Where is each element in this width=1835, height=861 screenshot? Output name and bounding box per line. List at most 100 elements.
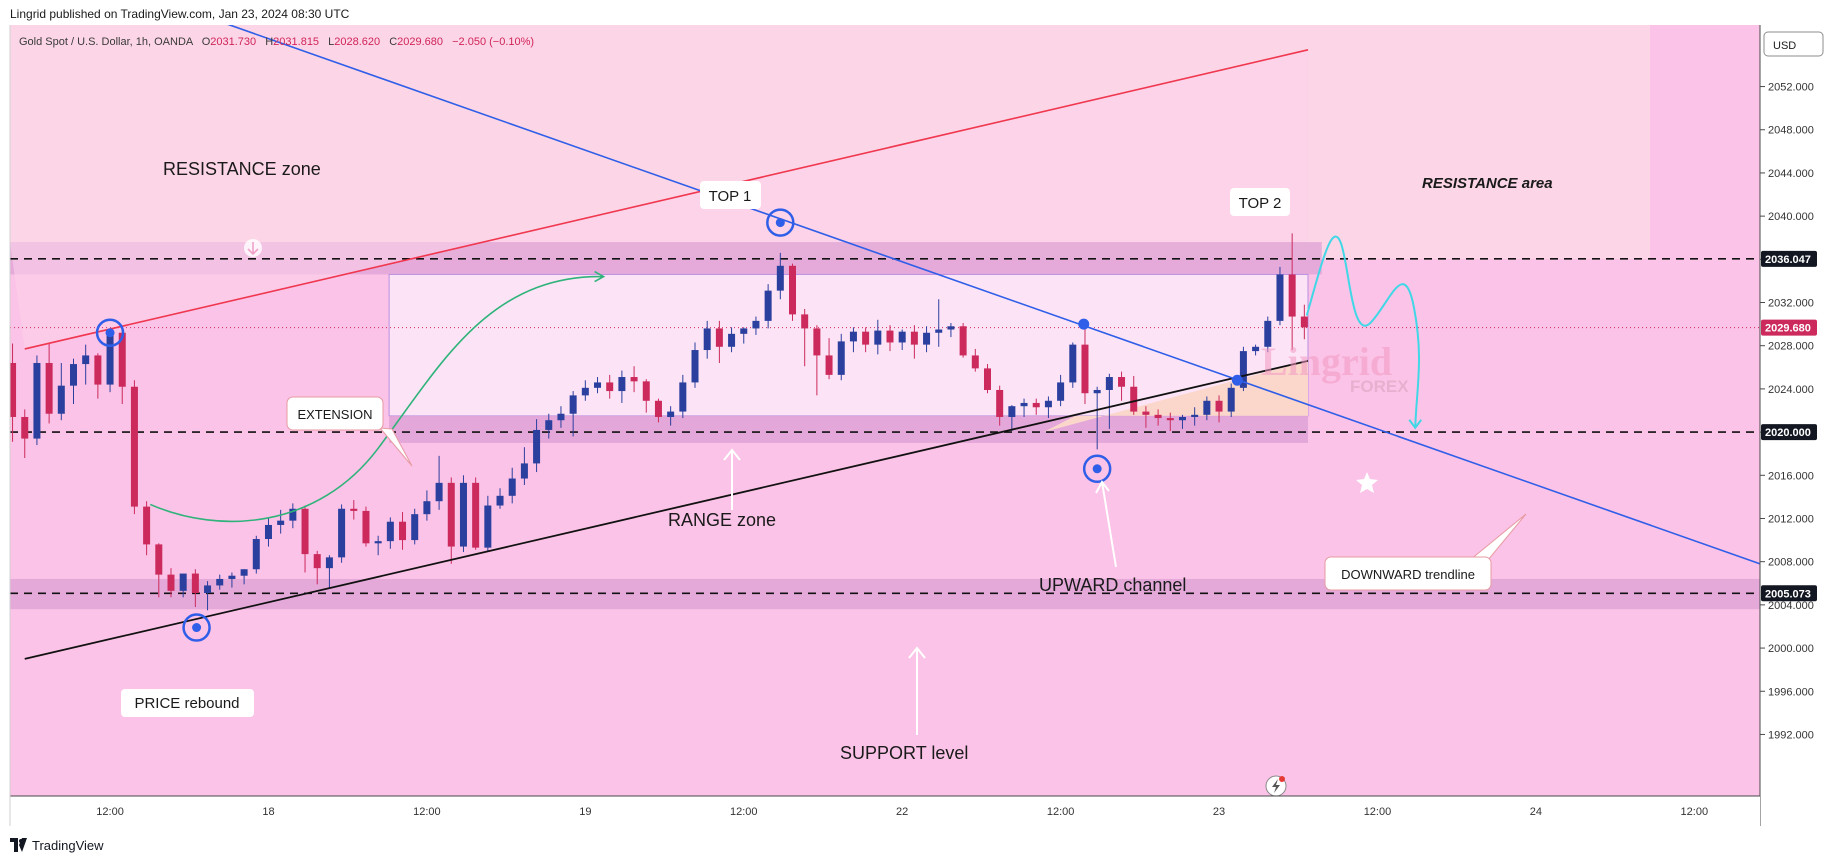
- price-axis-bg: [1760, 25, 1835, 796]
- candle-body: [764, 290, 772, 321]
- price-tick-label: 2000.000: [1768, 643, 1814, 655]
- candle-body: [325, 557, 333, 569]
- price-tick-label: 2016.000: [1768, 470, 1814, 482]
- downward-trendline-label: DOWNWARD trendline: [1341, 567, 1475, 582]
- candle: [1154, 409, 1162, 426]
- price-rebound-label: PRICE rebound: [134, 695, 239, 712]
- candle: [1276, 266, 1284, 326]
- candle: [1044, 396, 1052, 419]
- candle-body: [1239, 351, 1247, 388]
- price-label-bg: [1761, 424, 1817, 441]
- marker-top1-ring: [766, 208, 795, 237]
- high-label: H: [265, 36, 273, 48]
- candle-body: [204, 585, 212, 593]
- price-tick-label: 2052.000: [1768, 82, 1814, 94]
- candle-body: [82, 355, 90, 365]
- candle-body: [825, 355, 833, 375]
- price-label-bg: [1761, 319, 1817, 336]
- time-tick-label: 19: [579, 806, 591, 818]
- candle-body: [862, 331, 870, 345]
- candle: [313, 550, 321, 585]
- candle: [1020, 398, 1028, 417]
- lightning-icon[interactable]: [1265, 775, 1287, 797]
- candle-body: [1020, 402, 1028, 407]
- candle-body: [533, 429, 541, 464]
- price-axis-ticks: 1992.000 1996.000 2000.000 2004.000 2008.000…: [1760, 82, 1814, 741]
- time-tick-label: 23: [1213, 806, 1225, 818]
- candle-body: [959, 326, 967, 356]
- candle: [264, 517, 272, 547]
- candle: [691, 342, 699, 388]
- downward-trendline-box: [1324, 556, 1492, 591]
- marker-upward-channel-ring: [1082, 454, 1112, 484]
- marker-breakout: [1231, 374, 1243, 386]
- candle: [277, 509, 285, 534]
- candle-body: [1081, 344, 1089, 394]
- currency-box[interactable]: [1763, 31, 1824, 57]
- arrow-down-circle-icon: [244, 239, 262, 257]
- candle: [374, 535, 382, 556]
- candle: [642, 379, 650, 413]
- candle: [435, 455, 443, 510]
- candle: [947, 323, 955, 338]
- candle-body: [252, 539, 260, 570]
- candle-body: [33, 362, 41, 439]
- candle: [1203, 396, 1211, 421]
- candle-body: [496, 495, 504, 506]
- price-tick-label: 2032.000: [1768, 298, 1814, 310]
- currency-label[interactable]: USD: [1773, 40, 1796, 52]
- candle: [130, 380, 138, 515]
- candle-body: [350, 508, 358, 511]
- candle-body: [1044, 400, 1052, 408]
- candle-body: [1069, 344, 1077, 383]
- marker-left-top-ring: [95, 318, 125, 348]
- symbol-name: Gold Spot / U.S. Dollar, 1h, OANDA: [19, 36, 194, 48]
- candle-body: [996, 389, 1004, 417]
- candle: [472, 477, 480, 550]
- time-tick-label: 24: [1530, 806, 1542, 818]
- top2-label: TOP 2: [1239, 195, 1282, 212]
- price-label-bg: [1761, 250, 1817, 267]
- time-tick-label: 12:00: [413, 806, 441, 818]
- downward-trendline-callout: DOWNWARD trendline: [1324, 513, 1527, 591]
- candle: [849, 327, 857, 353]
- tradingview-brand: TradingView: [32, 838, 104, 853]
- candle: [386, 517, 394, 549]
- tradingview-logo[interactable]: TradingView: [10, 838, 104, 853]
- candle-body: [618, 377, 626, 392]
- candle: [801, 308, 809, 367]
- marker-top1: [766, 208, 795, 237]
- upward-channel-label: UPWARD channel: [1039, 575, 1186, 595]
- candle: [740, 327, 748, 344]
- candle: [606, 374, 614, 399]
- currency-button[interactable]: USD: [1763, 31, 1824, 57]
- candle-body: [1130, 386, 1138, 412]
- downward-trendline: [227, 25, 1760, 565]
- candle: [545, 413, 553, 439]
- candle-body: [1215, 400, 1223, 412]
- candle-body: [277, 520, 285, 525]
- candle: [155, 543, 163, 598]
- candle-body: [362, 510, 370, 544]
- candle: [45, 343, 53, 424]
- price-tick-label: 2004.000: [1768, 600, 1814, 612]
- candle: [143, 501, 151, 556]
- candle: [82, 344, 90, 385]
- marker-price-rebound: [182, 613, 211, 642]
- candle: [1069, 342, 1077, 388]
- candle-body: [143, 506, 151, 545]
- candle: [874, 319, 882, 355]
- candle-body: [886, 330, 894, 343]
- marker-top1-dot: [775, 218, 785, 228]
- candle-body: [715, 328, 723, 347]
- price-label-tag: 2020.000: [1761, 424, 1817, 441]
- candle: [752, 316, 760, 335]
- candle-body: [459, 482, 467, 547]
- candle-body: [594, 382, 602, 388]
- candle-body: [971, 355, 979, 369]
- candle-body: [691, 350, 699, 383]
- candle: [399, 512, 407, 550]
- candle: [1300, 304, 1308, 340]
- extension-pointer: [378, 427, 413, 467]
- candle-body: [728, 333, 736, 347]
